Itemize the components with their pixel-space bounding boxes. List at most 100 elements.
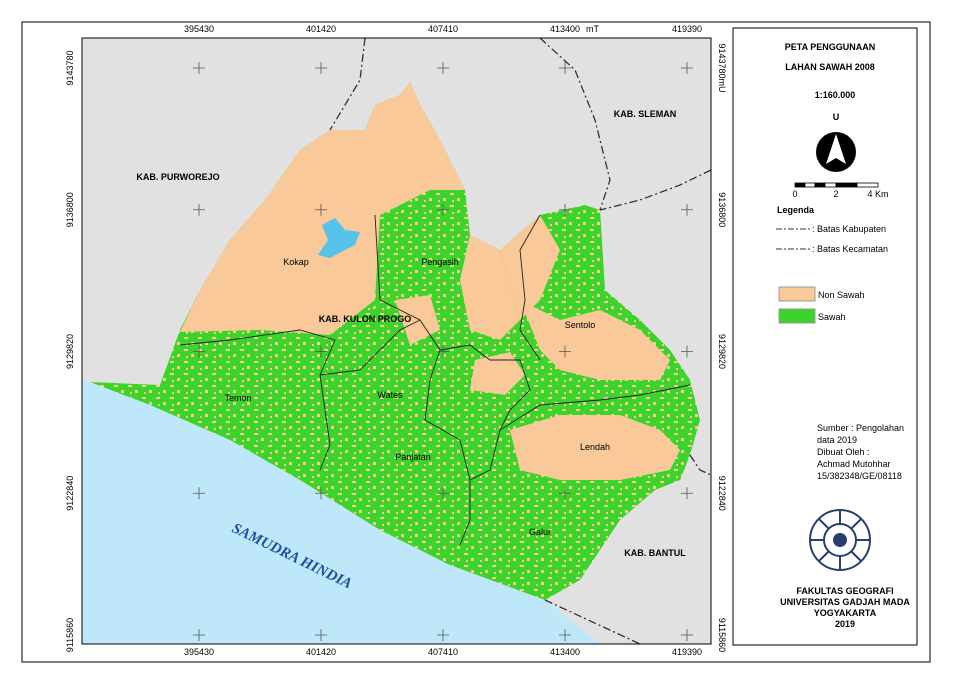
grid-cross (315, 62, 327, 74)
grid-cross (193, 629, 205, 641)
grid-cross (559, 629, 571, 641)
district-label: Sentolo (565, 320, 596, 330)
district-label: Panjatan (395, 452, 431, 462)
y-coordinate: 9129820 (65, 334, 75, 369)
grid-cross (193, 487, 205, 500)
x-coordinate: 407410 (428, 647, 458, 657)
institution-text: YOGYAKARTA (814, 608, 877, 618)
legend-text: : Batas Kecamatan (812, 244, 888, 254)
institution-text: UNIVERSITAS GADJAH MADA (780, 597, 910, 607)
scale-tick: 2 (833, 189, 838, 199)
y-coordinate: 9122840 (717, 476, 727, 511)
grid-cross (681, 62, 693, 74)
grid-cross (437, 487, 449, 500)
grid-cross (437, 345, 449, 358)
grid-cross (315, 487, 327, 500)
region-label: KAB. BANTUL (624, 548, 686, 558)
map-body (82, 38, 711, 644)
legend-text: Non Sawah (818, 290, 865, 300)
scale-tick: 0 (792, 189, 797, 199)
grid-cross (437, 629, 449, 641)
district-label: Galur (529, 527, 551, 537)
region-label: KAB. KULON PROGO (319, 314, 412, 324)
region-label: KAB. PURWOREJO (136, 172, 219, 182)
x-coordinate: 407410 (428, 24, 458, 34)
non-sawah-areas (180, 82, 680, 480)
legend-text: Sawah (818, 312, 846, 322)
region-labels: KAB. PURWOREJO KAB. SLEMAN KAB. KULON PR… (136, 109, 686, 558)
region-label: KAB. SLEMAN (614, 109, 677, 119)
district-label: Temon (224, 393, 251, 403)
district-label: Wates (377, 390, 403, 400)
district-label: Kokap (283, 257, 309, 267)
legend-title: Legenda (777, 205, 815, 215)
x-coordinate: 419390 (672, 24, 702, 34)
grid-cross (681, 487, 693, 500)
institution-text: FAKULTAS GEOGRAFI (796, 586, 893, 596)
north-arrow (826, 134, 846, 164)
x-coordinate: 413400 (550, 24, 580, 34)
source-text: Achmad Mutohhar (817, 459, 891, 469)
grid-cross (559, 203, 571, 216)
y-coordinate: 9115860 (717, 618, 727, 652)
y-coordinate: 9115860 (65, 618, 75, 652)
grid-cross (681, 203, 693, 216)
district-label: Pengasih (421, 257, 459, 267)
scale-text: 1:160.000 (815, 90, 856, 100)
grid-cross (681, 629, 693, 641)
grid-cross (315, 629, 327, 641)
coordinate-labels: 395430 395430 401420 401420 407410 407410 4134… (65, 24, 727, 657)
panel-frame (732, 27, 918, 646)
outer-border (21, 21, 931, 663)
y-coordinate: 9115860 (717, 618, 727, 652)
kabupaten-boundaries (329, 38, 711, 644)
district-labels: Kokap Pengasih Sentolo Temon Wates Panja… (224, 257, 610, 537)
scale-tick: 4 (867, 189, 872, 199)
x-coordinate: 413400 (550, 647, 580, 657)
y-coordinate: 9143780 (717, 43, 727, 78)
kecamatan-boundaries (179, 214, 691, 546)
y-coordinate: 9122840 (717, 476, 727, 511)
scale-tick: 4 Km (867, 189, 888, 199)
grid-cross (681, 345, 693, 358)
y-coordinate: 9129820 (717, 334, 727, 369)
x-coordinate: 395430 (184, 647, 214, 657)
district-label: Lendah (580, 442, 610, 452)
legend-swatch (778, 286, 816, 302)
scale-unit: Km (875, 189, 889, 199)
grid-cross (559, 62, 571, 74)
y-coordinate: 9122840 (65, 476, 75, 511)
panel-title: PETA PENGGUNAAN (785, 42, 876, 52)
grid-cross (437, 62, 449, 74)
x-coordinate: 401420 (306, 24, 336, 34)
source-text: Sumber : Pengolahan (817, 423, 904, 433)
x-coordinate: 401420 (306, 647, 336, 657)
legend-swatch (778, 308, 816, 324)
grid-cross (193, 345, 205, 358)
y-coordinate: 9143780mU (717, 43, 727, 92)
sea (82, 380, 600, 644)
grid-cross (193, 203, 205, 216)
y-unit: mU (717, 79, 727, 93)
y-coordinate: 9136800 (717, 192, 727, 227)
grid-cross (559, 487, 571, 500)
y-coordinate: 9136800 (717, 192, 727, 227)
y-coordinate: 9136800 (65, 192, 75, 227)
grid-cross (193, 62, 205, 74)
source-text: 15/382348/GE/08118 (817, 471, 902, 481)
grid-cross (315, 203, 327, 216)
source-text: Dibuat Oleh : (817, 447, 870, 457)
north-label: U (833, 112, 840, 122)
grid-cross (559, 345, 571, 358)
side-panel: PETA PENGGUNAAN LAHAN SAWAH 2008 1:160.0… (732, 27, 918, 646)
legend-text: : Batas Kabupaten (812, 224, 886, 234)
x-coordinate: 419390 (672, 647, 702, 657)
panel-title: LAHAN SAWAH 2008 (785, 62, 875, 72)
grid-crosses (193, 62, 693, 641)
grid-cross (315, 345, 327, 358)
source-text: data 2019 (817, 435, 857, 445)
x-unit: mT (586, 24, 599, 34)
scale-bar (794, 182, 879, 188)
grid-cross (437, 203, 449, 216)
